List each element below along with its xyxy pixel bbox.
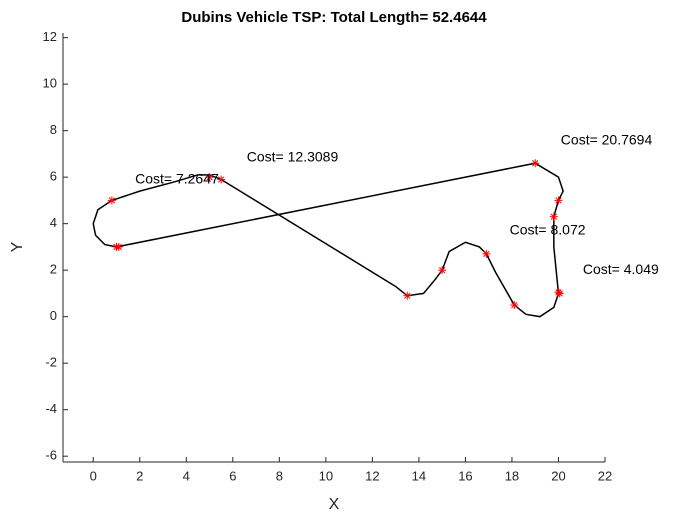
cost-annotation: Cost= 8.072 bbox=[510, 222, 586, 238]
x-tick-label: 2 bbox=[136, 468, 143, 483]
waypoint bbox=[205, 173, 214, 182]
cost-annotation: Cost= 4.049 bbox=[583, 261, 659, 277]
waypoint bbox=[531, 159, 540, 168]
waypoint bbox=[217, 175, 226, 184]
waypoint-stroke bbox=[511, 301, 518, 309]
waypoint-stroke bbox=[108, 197, 116, 204]
y-tick-label: 0 bbox=[50, 308, 57, 323]
waypoint-stroke bbox=[532, 160, 539, 167]
waypoint bbox=[107, 196, 116, 205]
x-tick-label: 22 bbox=[598, 468, 612, 483]
x-tick-label: 4 bbox=[183, 468, 190, 483]
waypoint bbox=[510, 301, 519, 310]
waypoint bbox=[438, 266, 447, 275]
x-tick-label: 6 bbox=[229, 468, 236, 483]
cost-annotation: Cost= 20.7694 bbox=[561, 132, 653, 148]
y-tick-label: 2 bbox=[50, 262, 57, 277]
x-tick-label: 0 bbox=[90, 468, 97, 483]
cost-annotation: Cost= 12.3089 bbox=[247, 149, 339, 165]
waypoint-stroke bbox=[555, 197, 562, 204]
x-tick-label: 14 bbox=[412, 468, 426, 483]
vehicle-path bbox=[92, 162, 564, 318]
y-tick-label: -2 bbox=[45, 355, 57, 370]
chart-title: Dubins Vehicle TSP: Total Length= 52.464… bbox=[181, 9, 487, 26]
x-tick-label: 8 bbox=[276, 468, 283, 483]
y-tick-label: -4 bbox=[45, 401, 57, 416]
waypoint-stroke bbox=[439, 267, 446, 274]
waypoint-stroke bbox=[115, 243, 122, 251]
y-tick-label: 12 bbox=[43, 29, 57, 44]
waypoint-stroke bbox=[483, 250, 490, 258]
y-tick-label: -6 bbox=[45, 448, 57, 463]
y-axis-label: Y bbox=[9, 241, 26, 252]
waypoint bbox=[555, 289, 564, 298]
x-axis-label: X bbox=[329, 496, 340, 513]
y-tick-label: 10 bbox=[43, 76, 57, 91]
waypoint-stroke bbox=[556, 290, 563, 297]
waypoint bbox=[114, 242, 123, 251]
waypoint-stroke bbox=[218, 176, 225, 183]
y-tick-label: 8 bbox=[50, 122, 57, 137]
waypoint bbox=[554, 196, 563, 205]
waypoint-stroke bbox=[206, 174, 213, 181]
y-tick-label: 4 bbox=[50, 215, 57, 230]
x-tick-label: 20 bbox=[551, 468, 565, 483]
x-tick-label: 12 bbox=[365, 468, 379, 483]
x-tick-label: 18 bbox=[505, 468, 519, 483]
waypoint-stroke bbox=[550, 213, 557, 220]
waypoint bbox=[482, 249, 491, 258]
y-tick-label: 6 bbox=[50, 169, 57, 184]
waypoint bbox=[549, 212, 558, 221]
waypoint-stroke bbox=[404, 292, 411, 299]
x-tick-label: 16 bbox=[458, 468, 472, 483]
waypoint bbox=[403, 291, 412, 300]
x-tick-label: 10 bbox=[319, 468, 333, 483]
cost-annotation: Cost= 7.2647 bbox=[135, 171, 219, 187]
